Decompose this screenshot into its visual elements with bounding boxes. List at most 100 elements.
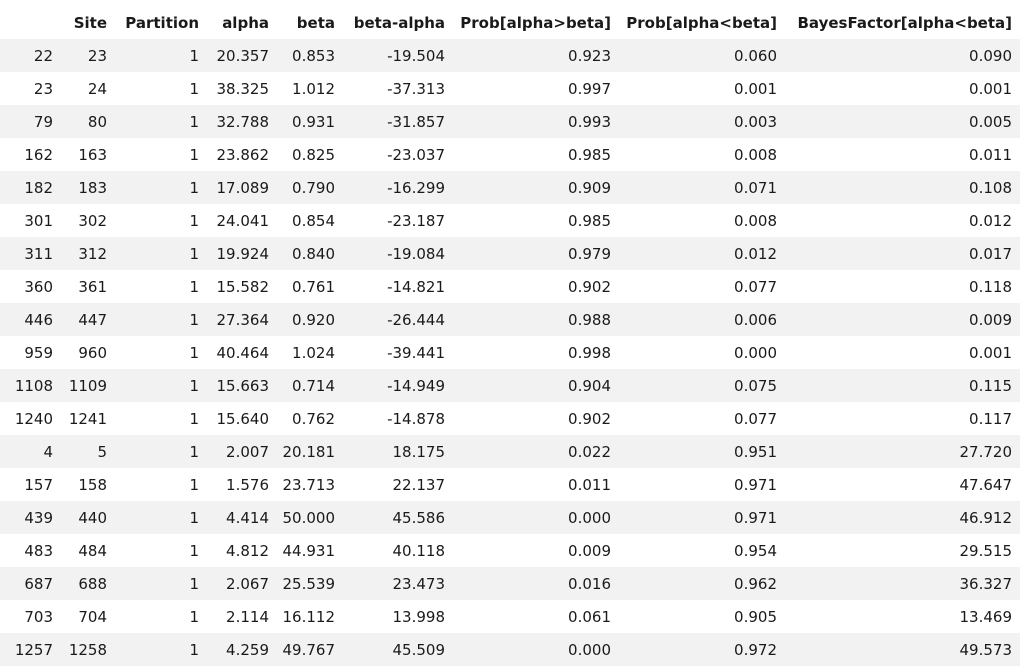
table-cell-beta-alpha: -14.949 (387, 376, 445, 395)
table-row: 1240 1241 1 15.640 0.762 -14.878 0.902 0.077 0.1… (0, 402, 1020, 435)
table-cell-site: 1109 (68, 376, 107, 395)
row-index: 446 (24, 310, 53, 329)
column-header-beta[interactable]: beta (277, 6, 343, 39)
table-cell-partition: 1 (189, 574, 199, 593)
table-cell-prob-alpha-gt-beta: 0.009 (568, 541, 611, 560)
table-cell-site: 361 (78, 277, 107, 296)
table-row: 703 704 1 2.114 16.112 13.998 0.061 0.905 13.469 (0, 600, 1020, 633)
table-cell-prob-alpha-gt-beta: 0.061 (568, 607, 611, 626)
table-cell-alpha: 2.114 (226, 607, 269, 626)
row-index: 22 (33, 46, 53, 65)
table-row: 162 163 1 23.862 0.825 -23.037 0.985 0.008 0.011 (0, 138, 1020, 171)
column-header-partition[interactable]: Partition (115, 6, 207, 39)
table-cell-prob-alpha-lt-beta: 0.972 (734, 640, 777, 659)
row-index: 162 (24, 145, 53, 164)
table-row: 446 447 1 27.364 0.920 -26.444 0.988 0.006 0.009 (0, 303, 1020, 336)
table-body: 22 23 1 20.357 0.853 -19.504 0.923 0.060 0.090 23… (0, 39, 1020, 666)
table-row: 4 5 1 2.007 20.181 18.175 0.022 0.951 27.720 (0, 435, 1020, 468)
table-cell-prob-alpha-lt-beta: 0.003 (734, 112, 777, 131)
table-cell-alpha: 19.924 (216, 244, 270, 263)
table-row: 959 960 1 40.464 1.024 -39.441 0.998 0.000 0.001 (0, 336, 1020, 369)
table-cell-prob-alpha-gt-beta: 0.022 (568, 442, 611, 461)
table-row: 301 302 1 24.041 0.854 -23.187 0.985 0.008 0.012 (0, 204, 1020, 237)
row-index: 687 (24, 574, 53, 593)
table-cell-prob-alpha-lt-beta: 0.006 (734, 310, 777, 329)
table-cell-partition: 1 (189, 541, 199, 560)
table-cell-site: 24 (87, 79, 107, 98)
table-row: 311 312 1 19.924 0.840 -19.084 0.979 0.012 0.017 (0, 237, 1020, 270)
column-header-bayes-factor[interactable]: BayesFactor[alpha<beta] (785, 6, 1020, 39)
table-cell-partition: 1 (189, 244, 199, 263)
results-table: Site Partition alpha beta beta-alpha Prob[alp… (0, 6, 1020, 666)
table-cell-alpha: 15.640 (216, 409, 270, 428)
table-cell-prob-alpha-lt-beta: 0.951 (734, 442, 777, 461)
table-cell-alpha: 15.582 (216, 277, 270, 296)
table-cell-partition: 1 (189, 277, 199, 296)
table-cell-prob-alpha-lt-beta: 0.905 (734, 607, 777, 626)
table-cell-bayes-factor: 0.001 (969, 79, 1012, 98)
table-cell-beta-alpha: -26.444 (387, 310, 445, 329)
table-cell-beta-alpha: 18.175 (392, 442, 446, 461)
column-header-prob-alpha-lt-beta[interactable]: Prob[alpha<beta] (619, 6, 785, 39)
table-row: 157 158 1 1.576 23.713 22.137 0.011 0.971 47.647 (0, 468, 1020, 501)
table-row: 23 24 1 38.325 1.012 -37.313 0.997 0.001 0.001 (0, 72, 1020, 105)
table-cell-bayes-factor: 0.118 (969, 277, 1012, 296)
table-cell-beta-alpha: -16.299 (387, 178, 445, 197)
table-cell-prob-alpha-gt-beta: 0.000 (568, 640, 611, 659)
row-index: 360 (24, 277, 53, 296)
table-cell-beta-alpha: 45.509 (392, 640, 446, 659)
table-cell-bayes-factor: 0.001 (969, 343, 1012, 362)
table-cell-beta-alpha: -23.187 (387, 211, 445, 230)
column-header-prob-alpha-gt-beta[interactable]: Prob[alpha>beta] (453, 6, 619, 39)
table-cell-partition: 1 (189, 79, 199, 98)
table-cell-beta: 1.012 (292, 79, 335, 98)
table-cell-prob-alpha-gt-beta: 0.923 (568, 46, 611, 65)
table-cell-beta-alpha: 13.998 (392, 607, 446, 626)
table-cell-alpha: 27.364 (216, 310, 270, 329)
table-cell-alpha: 2.067 (226, 574, 269, 593)
table-cell-beta: 0.840 (292, 244, 335, 263)
table-row: 182 183 1 17.089 0.790 -16.299 0.909 0.071 0.108 (0, 171, 1020, 204)
table-cell-bayes-factor: 0.090 (969, 46, 1012, 65)
table-cell-site: 312 (78, 244, 107, 263)
table-header: Site Partition alpha beta beta-alpha Prob[alp… (0, 6, 1020, 39)
column-header-site[interactable]: Site (61, 6, 115, 39)
table-cell-beta-alpha: -19.084 (387, 244, 445, 263)
table-cell-partition: 1 (189, 475, 199, 494)
table-cell-prob-alpha-gt-beta: 0.988 (568, 310, 611, 329)
table-cell-bayes-factor: 36.327 (959, 574, 1013, 593)
table-cell-beta-alpha: 45.586 (392, 508, 446, 527)
row-index: 301 (24, 211, 53, 230)
table-cell-partition: 1 (189, 508, 199, 527)
table-cell-partition: 1 (189, 409, 199, 428)
table-cell-prob-alpha-gt-beta: 0.993 (568, 112, 611, 131)
table-cell-alpha: 2.007 (226, 442, 269, 461)
row-index: 1240 (14, 409, 53, 428)
table-cell-prob-alpha-gt-beta: 0.000 (568, 508, 611, 527)
column-header-index[interactable] (0, 6, 61, 39)
table-cell-site: 23 (87, 46, 107, 65)
table-cell-bayes-factor: 0.117 (969, 409, 1012, 428)
table-cell-site: 183 (78, 178, 107, 197)
table-cell-prob-alpha-lt-beta: 0.954 (734, 541, 777, 560)
table-cell-beta: 0.920 (292, 310, 335, 329)
table-cell-prob-alpha-lt-beta: 0.012 (734, 244, 777, 263)
table-cell-site: 302 (78, 211, 107, 230)
table-cell-prob-alpha-lt-beta: 0.962 (734, 574, 777, 593)
table-cell-beta-alpha: -31.857 (387, 112, 445, 131)
table-cell-beta: 0.761 (292, 277, 335, 296)
table-cell-alpha: 1.576 (226, 475, 269, 494)
table-cell-alpha: 20.357 (216, 46, 270, 65)
table-cell-partition: 1 (189, 112, 199, 131)
table-cell-beta-alpha: -19.504 (387, 46, 445, 65)
column-header-beta-alpha[interactable]: beta-alpha (343, 6, 453, 39)
table-cell-prob-alpha-lt-beta: 0.077 (734, 277, 777, 296)
table-cell-partition: 1 (189, 607, 199, 626)
table-cell-site: 5 (97, 442, 107, 461)
column-header-alpha[interactable]: alpha (207, 6, 277, 39)
table-cell-prob-alpha-lt-beta: 0.008 (734, 211, 777, 230)
table-cell-beta: 0.714 (292, 376, 335, 395)
row-index: 959 (24, 343, 53, 362)
table-cell-alpha: 38.325 (216, 79, 270, 98)
table-cell-beta-alpha: -14.878 (387, 409, 445, 428)
